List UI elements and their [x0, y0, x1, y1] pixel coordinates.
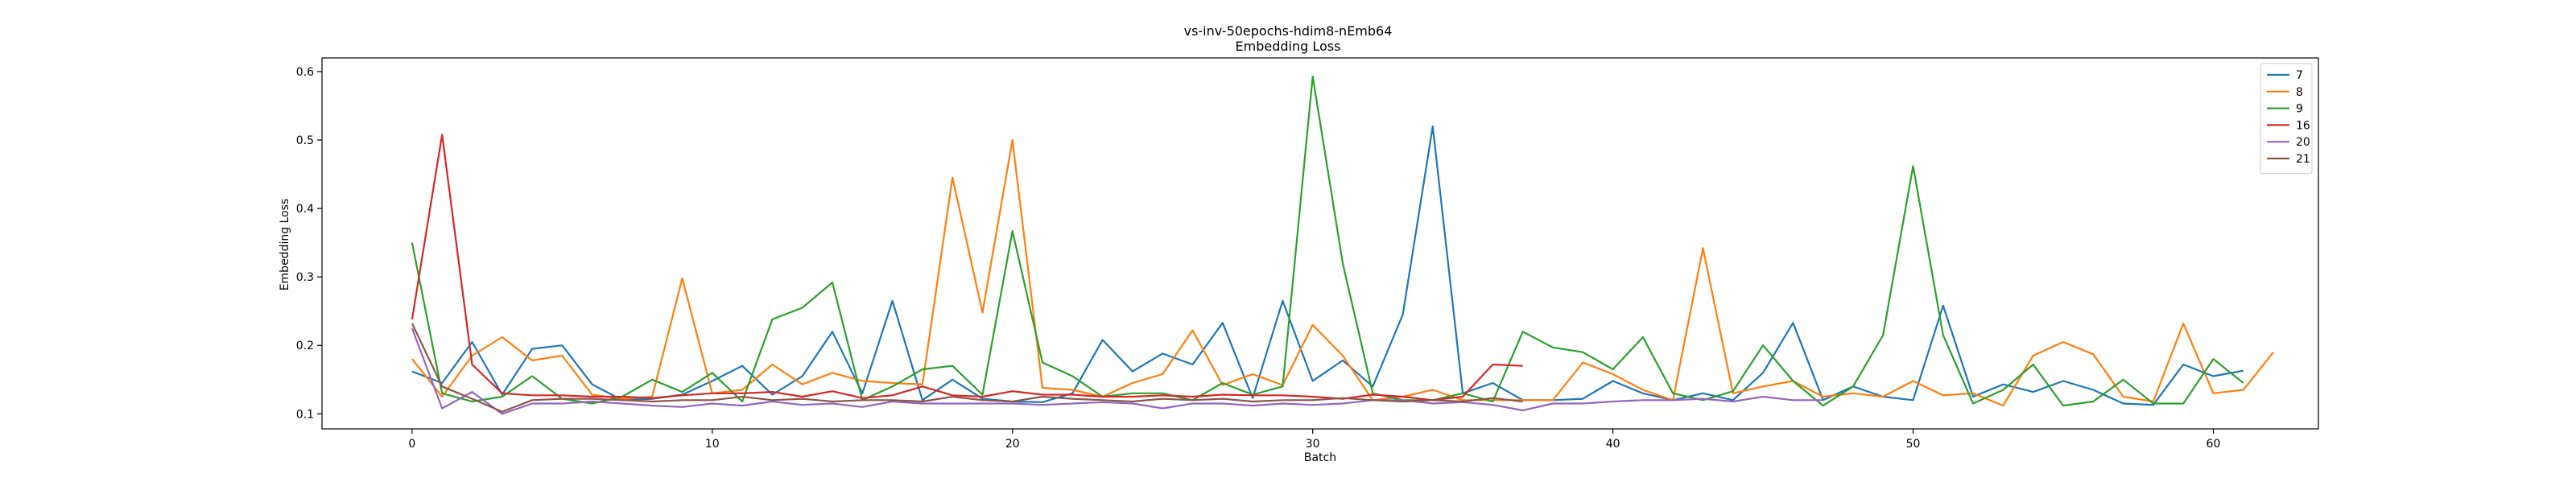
x-tick-label: 60 [2207, 438, 2221, 451]
x-tick-label: 40 [1606, 438, 1620, 451]
y-tick-label: 0.3 [296, 271, 314, 284]
x-tick-label: 50 [1906, 438, 1921, 451]
series-line-21 [411, 323, 1523, 413]
x-tick-label: 10 [705, 438, 720, 451]
chart-title: vs-inv-50epochs-hdim8-nEmb64 [1184, 23, 1393, 39]
y-axis-label: Embedding Loss [279, 199, 291, 291]
series-line-16 [411, 134, 1523, 402]
x-axis-label: Batch [1304, 451, 1336, 464]
plot-frame [321, 57, 2319, 430]
plot-area [321, 57, 2319, 430]
x-tick-label: 20 [1005, 438, 1020, 451]
legend-label-7: 7 [2296, 69, 2303, 82]
legend: 7 8 9 16 20 21 [2260, 63, 2313, 175]
y-tick-label: 0.2 [296, 340, 314, 352]
y-tick-label: 0.5 [296, 134, 314, 147]
axis-ticks: 0 10 20 30 40 50 60 0.1 0.2 0.3 0.4 0.5 0.6 [296, 66, 2221, 451]
legend-label-16: 16 [2296, 119, 2310, 132]
legend-label-9: 9 [2296, 103, 2303, 116]
x-tick-label: 0 [408, 438, 415, 451]
y-tick-label: 0.4 [296, 203, 314, 216]
y-tick-label: 0.6 [296, 66, 314, 79]
chart-subtitle: Embedding Loss [1236, 39, 1341, 54]
series-line-20 [411, 327, 1823, 415]
y-tick-label: 0.1 [296, 408, 314, 421]
x-tick-label: 30 [1306, 438, 1320, 451]
series-line-9 [411, 75, 2244, 407]
legend-label-20: 20 [2296, 136, 2310, 149]
legend-label-21: 21 [2296, 153, 2310, 166]
series-line-8 [411, 139, 2274, 407]
legend-label-8: 8 [2296, 86, 2303, 99]
